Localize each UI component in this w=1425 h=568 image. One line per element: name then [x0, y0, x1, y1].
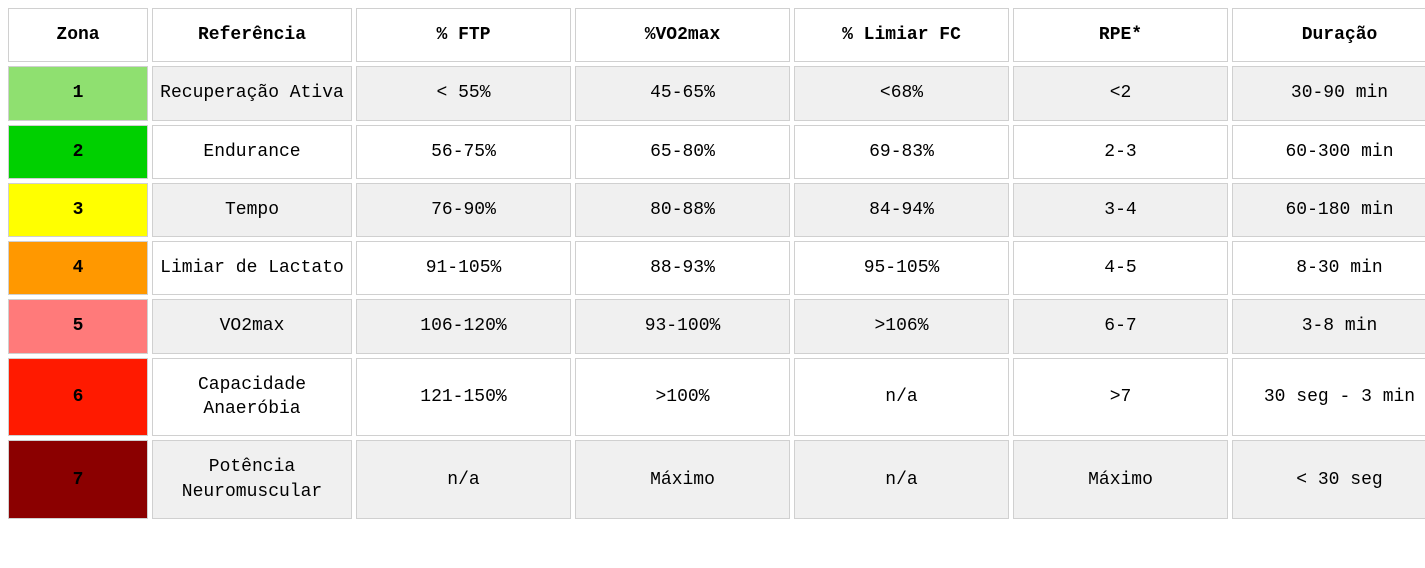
dur-cell: 60-180 min	[1232, 183, 1425, 237]
vo2-cell: 45-65%	[575, 66, 790, 120]
table-row: 7 Potência Neuromuscular n/a Máximo n/a …	[8, 440, 1425, 519]
ftp-cell: 76-90%	[356, 183, 571, 237]
col-header-zona: Zona	[8, 8, 148, 62]
table-header-row: Zona Referência % FTP %VO2max % Limiar F…	[8, 8, 1425, 62]
rpe-cell: Máximo	[1013, 440, 1228, 519]
ref-cell: Potência Neuromuscular	[152, 440, 352, 519]
dur-cell: 60-300 min	[1232, 125, 1425, 179]
fc-cell: >106%	[794, 299, 1009, 353]
ftp-cell: 91-105%	[356, 241, 571, 295]
rpe-cell: >7	[1013, 358, 1228, 437]
ref-cell: VO2max	[152, 299, 352, 353]
vo2-cell: 80-88%	[575, 183, 790, 237]
ftp-cell: n/a	[356, 440, 571, 519]
zone-cell: 7	[8, 440, 148, 519]
dur-cell: 30-90 min	[1232, 66, 1425, 120]
rpe-cell: 2-3	[1013, 125, 1228, 179]
ftp-cell: 106-120%	[356, 299, 571, 353]
ref-cell: Recuperação Ativa	[152, 66, 352, 120]
fc-cell: n/a	[794, 440, 1009, 519]
col-header-vo2: %VO2max	[575, 8, 790, 62]
ref-cell: Tempo	[152, 183, 352, 237]
col-header-ref: Referência	[152, 8, 352, 62]
rpe-cell: 4-5	[1013, 241, 1228, 295]
ref-cell: Capacidade Anaeróbia	[152, 358, 352, 437]
table-row: 4 Limiar de Lactato 91-105% 88-93% 95-10…	[8, 241, 1425, 295]
vo2-cell: 65-80%	[575, 125, 790, 179]
training-zones-table: Zona Referência % FTP %VO2max % Limiar F…	[4, 4, 1425, 523]
table-row: 1 Recuperação Ativa < 55% 45-65% <68% <2…	[8, 66, 1425, 120]
vo2-cell: 88-93%	[575, 241, 790, 295]
rpe-cell: 3-4	[1013, 183, 1228, 237]
ftp-cell: 121-150%	[356, 358, 571, 437]
table-row: 6 Capacidade Anaeróbia 121-150% >100% n/…	[8, 358, 1425, 437]
zone-cell: 4	[8, 241, 148, 295]
zone-cell: 5	[8, 299, 148, 353]
vo2-cell: Máximo	[575, 440, 790, 519]
table-row: 5 VO2max 106-120% 93-100% >106% 6-7 3-8 …	[8, 299, 1425, 353]
col-header-ftp: % FTP	[356, 8, 571, 62]
zone-cell: 2	[8, 125, 148, 179]
dur-cell: 3-8 min	[1232, 299, 1425, 353]
ref-cell: Endurance	[152, 125, 352, 179]
vo2-cell: >100%	[575, 358, 790, 437]
fc-cell: 69-83%	[794, 125, 1009, 179]
rpe-cell: <2	[1013, 66, 1228, 120]
vo2-cell: 93-100%	[575, 299, 790, 353]
col-header-rpe: RPE*	[1013, 8, 1228, 62]
table-row: 2 Endurance 56-75% 65-80% 69-83% 2-3 60-…	[8, 125, 1425, 179]
zone-cell: 6	[8, 358, 148, 437]
col-header-dur: Duração	[1232, 8, 1425, 62]
dur-cell: 8-30 min	[1232, 241, 1425, 295]
ref-cell: Limiar de Lactato	[152, 241, 352, 295]
ftp-cell: < 55%	[356, 66, 571, 120]
zone-cell: 1	[8, 66, 148, 120]
dur-cell: 30 seg - 3 min	[1232, 358, 1425, 437]
dur-cell: < 30 seg	[1232, 440, 1425, 519]
table-row: 3 Tempo 76-90% 80-88% 84-94% 3-4 60-180 …	[8, 183, 1425, 237]
rpe-cell: 6-7	[1013, 299, 1228, 353]
fc-cell: 84-94%	[794, 183, 1009, 237]
fc-cell: n/a	[794, 358, 1009, 437]
zone-cell: 3	[8, 183, 148, 237]
col-header-fc: % Limiar FC	[794, 8, 1009, 62]
fc-cell: <68%	[794, 66, 1009, 120]
ftp-cell: 56-75%	[356, 125, 571, 179]
fc-cell: 95-105%	[794, 241, 1009, 295]
